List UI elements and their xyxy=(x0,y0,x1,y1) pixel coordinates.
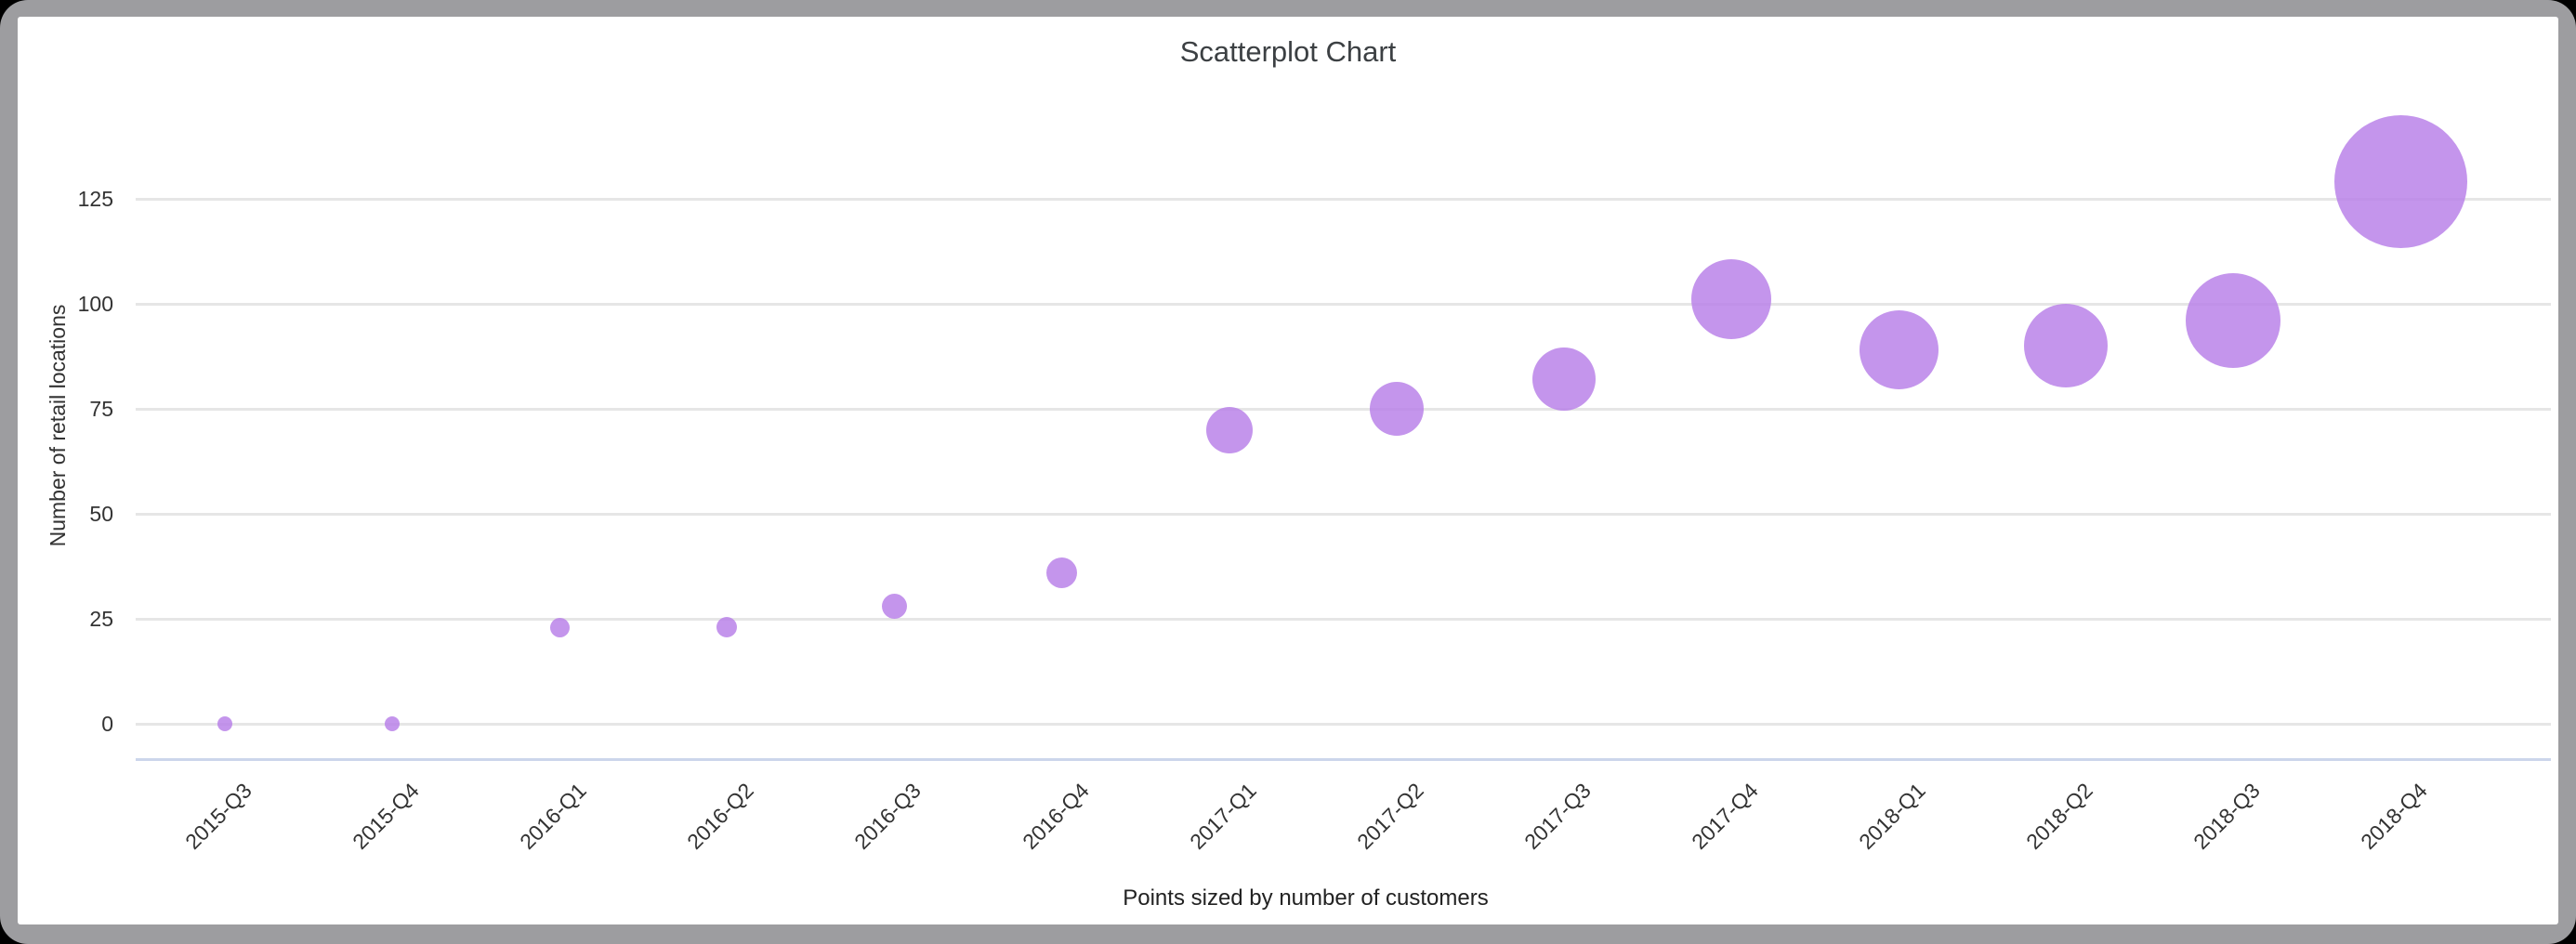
bubble-2018-Q2[interactable] xyxy=(2024,304,2109,388)
y-tick-label-125: 125 xyxy=(77,187,113,211)
bubble-2017-Q2[interactable] xyxy=(1369,382,1424,436)
y-tick-label-100: 100 xyxy=(77,292,113,316)
y-gridline-0 xyxy=(136,723,2551,726)
x-tick-label-2015-Q4: 2015-Q4 xyxy=(348,778,424,855)
y-gridline-75 xyxy=(136,408,2551,411)
bubble-2016-Q1[interactable] xyxy=(549,617,570,637)
bubble-2016-Q2[interactable] xyxy=(716,617,738,638)
bubble-2018-Q3[interactable] xyxy=(2186,273,2281,369)
bubble-2016-Q3[interactable] xyxy=(881,593,907,619)
x-tick-label-2018-Q3: 2018-Q3 xyxy=(2188,778,2265,855)
chart-title: Scatterplot Chart xyxy=(1179,35,1397,68)
bubble-2017-Q4[interactable] xyxy=(1690,259,1771,340)
chart-card xyxy=(18,17,2558,924)
bubble-2015-Q4[interactable] xyxy=(385,716,401,731)
x-tick-label-2018-Q2: 2018-Q2 xyxy=(2021,778,2097,855)
bubble-2015-Q3[interactable] xyxy=(217,716,232,731)
y-gridline-125 xyxy=(136,198,2551,201)
y-gridline-50 xyxy=(136,513,2551,516)
bubble-2018-Q4[interactable] xyxy=(2333,115,2467,249)
x-axis-line xyxy=(136,758,2551,761)
x-tick-label-2018-Q4: 2018-Q4 xyxy=(2356,778,2433,855)
x-tick-label-2016-Q2: 2016-Q2 xyxy=(682,778,759,855)
bubble-2017-Q1[interactable] xyxy=(1205,406,1253,453)
bubble-2016-Q4[interactable] xyxy=(1046,557,1077,588)
bubble-2017-Q3[interactable] xyxy=(1531,347,1596,412)
y-tick-label-75: 75 xyxy=(89,397,113,421)
x-tick-label-2016-Q1: 2016-Q1 xyxy=(515,778,591,855)
chart-caption: Points sized by number of customers xyxy=(1123,885,1489,911)
bubble-2018-Q1[interactable] xyxy=(1859,310,1939,390)
y-gridline-25 xyxy=(136,618,2551,621)
y-tick-label-25: 25 xyxy=(89,607,113,631)
x-tick-label-2015-Q3: 2015-Q3 xyxy=(180,778,256,855)
y-tick-label-50: 50 xyxy=(89,502,113,526)
y-tick-label-0: 0 xyxy=(101,712,113,736)
y-gridline-100 xyxy=(136,303,2551,306)
